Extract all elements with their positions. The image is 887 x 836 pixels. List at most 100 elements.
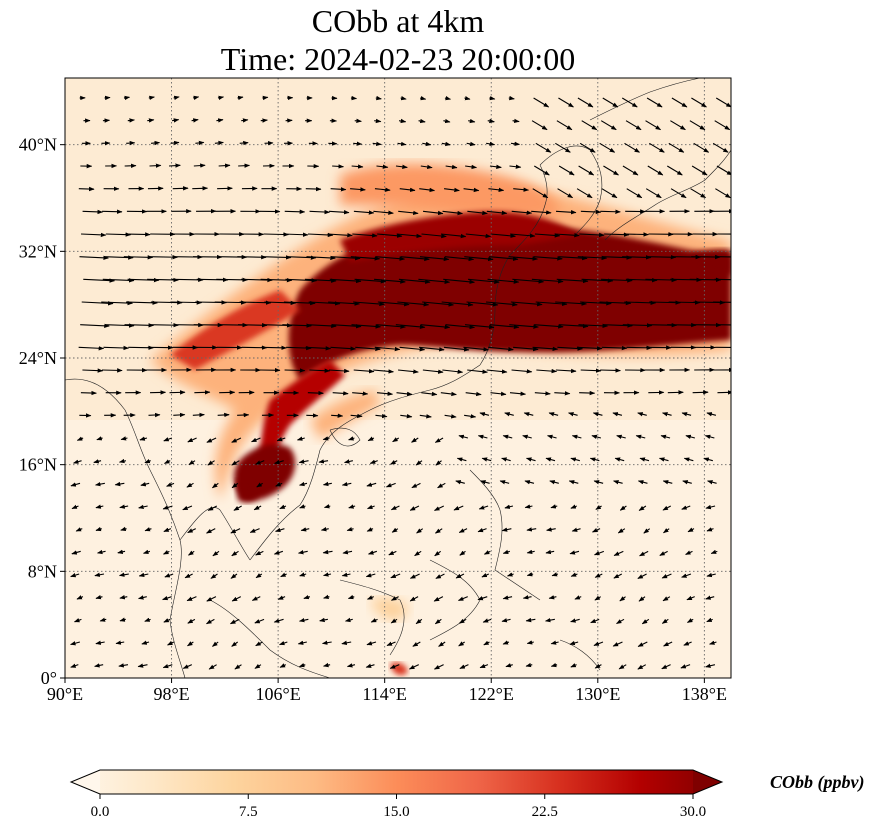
wind-arrow	[525, 662, 533, 668]
wind-arrow	[681, 573, 692, 578]
wind-arrow	[502, 595, 513, 600]
wind-arrow	[485, 301, 518, 307]
wind-arrow	[531, 278, 564, 284]
wind-arrow	[78, 346, 105, 351]
wind-arrow	[193, 95, 200, 101]
wind-arrow	[187, 437, 197, 443]
wind-arrow	[70, 482, 81, 487]
wind-arrow	[467, 369, 488, 374]
wind-arrow	[604, 232, 630, 237]
wind-arrow	[536, 368, 558, 374]
wind-arrow	[508, 95, 515, 101]
wind-arrow	[385, 482, 396, 488]
wind-arrow	[284, 209, 306, 214]
wind-arrow	[558, 323, 589, 329]
wind-arrow	[72, 459, 82, 464]
wind-arrow	[390, 573, 401, 579]
wind-arrow	[104, 255, 134, 260]
wind-arrow	[622, 165, 639, 176]
plume-region	[288, 224, 731, 380]
wind-arrow	[284, 368, 306, 373]
wind-arrow	[368, 550, 378, 555]
wind-arrow	[437, 482, 446, 489]
wind-arrow	[638, 505, 647, 511]
wind-arrow	[661, 618, 669, 624]
wind-arrow	[81, 232, 107, 238]
wind-arrow	[70, 573, 80, 578]
wind-arrow	[592, 412, 603, 417]
wind-arrow	[320, 527, 329, 532]
wind-arrow	[76, 595, 84, 600]
wind-arrow	[419, 346, 445, 352]
wind-arrow	[419, 256, 450, 262]
wind-arrow	[118, 663, 129, 668]
wind-arrow	[533, 256, 563, 261]
wind-arrow	[578, 165, 595, 176]
wind-arrow	[691, 97, 707, 108]
wind-arrow	[331, 413, 344, 418]
wind-arrow	[715, 97, 731, 108]
wind-arrow	[319, 617, 328, 623]
wind-arrow	[125, 232, 151, 237]
wind-arrow	[95, 481, 105, 487]
wind-arrow	[600, 368, 621, 373]
wind-arrow	[535, 301, 568, 307]
wind-arrow	[253, 505, 262, 511]
wind-arrow	[487, 118, 495, 124]
wind-arrow	[659, 550, 668, 556]
wind-arrow	[99, 617, 107, 622]
wind-arrow	[502, 434, 513, 440]
wind-arrow	[499, 480, 510, 485]
wind-arrow	[173, 412, 186, 418]
wind-arrow	[97, 549, 106, 555]
wind-arrow	[442, 210, 463, 216]
wind-arrow	[645, 188, 662, 199]
wind-arrow	[167, 640, 175, 646]
wind-arrow	[211, 482, 219, 489]
wind-arrow	[489, 256, 519, 262]
wind-arrow	[681, 412, 692, 417]
wind-arrow	[714, 278, 731, 281]
y-tick-label: 40°N	[19, 135, 57, 155]
wind-arrow	[441, 301, 474, 307]
wind-arrow	[464, 96, 471, 101]
wind-arrow	[581, 278, 614, 283]
wind-arrow	[570, 572, 578, 577]
wind-arrow	[661, 573, 672, 579]
wind-arrow	[388, 550, 397, 556]
wind-arrow	[534, 233, 561, 238]
plume-region	[170, 290, 300, 370]
chart-title: CObb at 4km	[311, 3, 485, 39]
wind-arrow	[392, 437, 400, 443]
wind-arrow	[579, 301, 612, 306]
wind-arrow	[445, 324, 476, 330]
wind-arrow	[590, 618, 600, 624]
wind-arrow	[375, 256, 405, 261]
wind-arrow	[453, 505, 464, 511]
wind-arrow	[376, 164, 389, 169]
wind-arrow	[344, 459, 353, 464]
wind-arrow	[353, 210, 375, 215]
wind-arrow	[637, 573, 647, 579]
wind-arrow	[275, 482, 283, 487]
wind-arrow	[419, 187, 435, 193]
wind-arrow	[488, 346, 514, 352]
wind-arrow	[206, 437, 217, 443]
wind-arrow	[172, 118, 180, 123]
wind-arrow	[330, 187, 347, 192]
wind-arrow	[239, 140, 249, 146]
wind-arrow	[486, 369, 508, 374]
wind-arrow	[409, 596, 419, 602]
wind-arrow	[82, 209, 104, 215]
wind-arrow	[545, 457, 556, 462]
wind-arrow	[623, 232, 649, 237]
wind-arrow	[262, 255, 292, 260]
wind-arrow	[80, 323, 110, 329]
wind-arrow	[550, 640, 559, 645]
wind-arrow	[102, 278, 135, 283]
wind-arrow	[513, 346, 539, 352]
wind-arrow	[103, 345, 130, 351]
y-axis-ticks: 0° 8°N 16°N 24°N 32°N 40°N	[19, 135, 65, 688]
wind-arrow	[256, 482, 263, 488]
wind-arrow	[662, 480, 673, 485]
